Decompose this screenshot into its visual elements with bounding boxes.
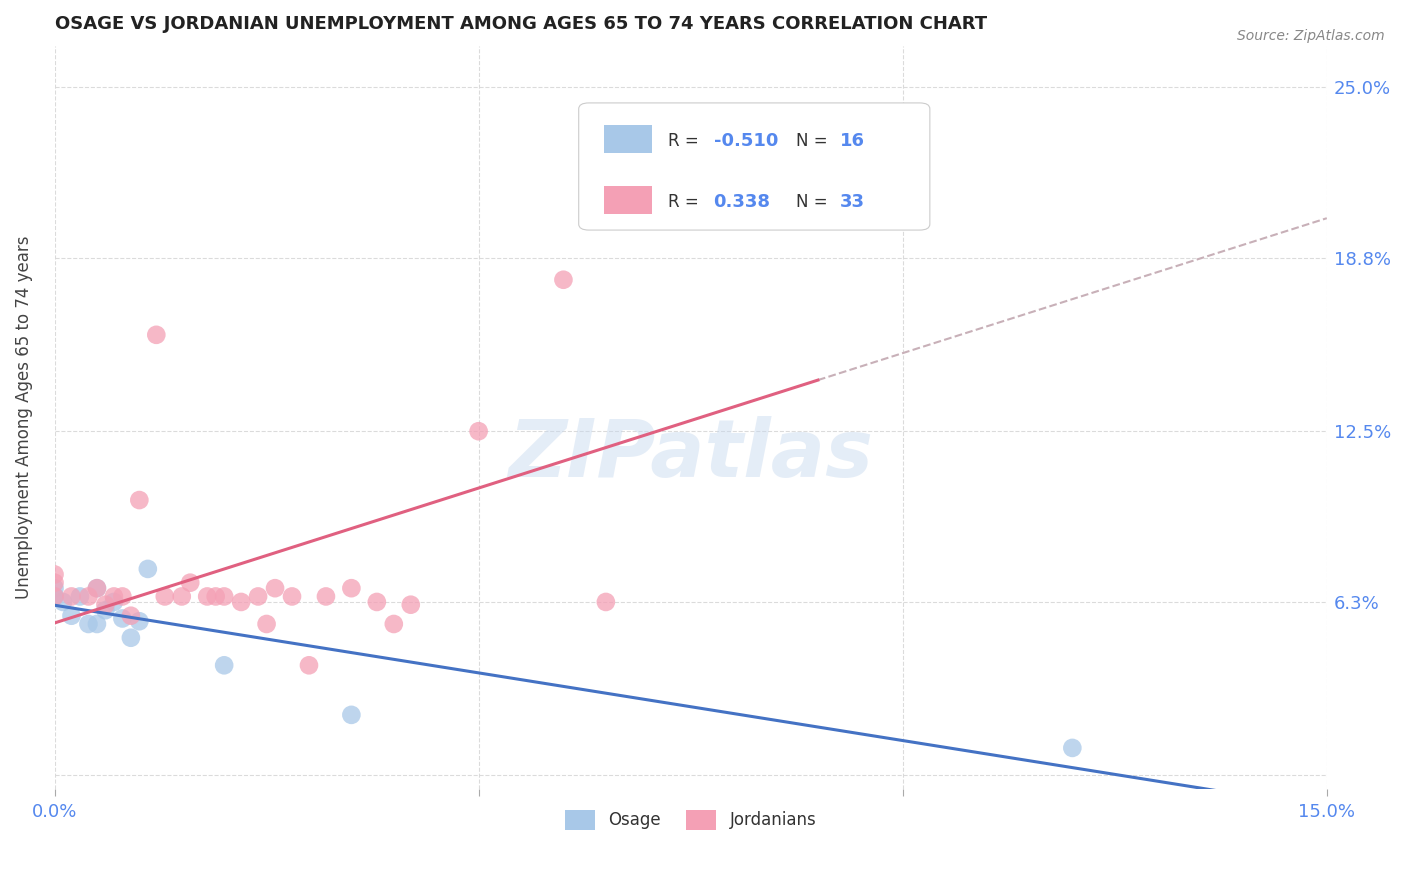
FancyBboxPatch shape (605, 125, 652, 153)
Point (595, 595, 617, 609)
Point (44, 567, 66, 582)
Text: N =: N = (796, 193, 834, 211)
Point (120, 608, 142, 623)
Point (153, 590, 176, 604)
Point (1062, 740, 1084, 755)
Text: N =: N = (796, 132, 834, 150)
Point (136, 562, 159, 576)
Point (204, 590, 226, 604)
Point (86, 581, 108, 595)
Text: Source: ZipAtlas.com: Source: ZipAtlas.com (1237, 29, 1385, 43)
Point (179, 575, 201, 590)
Point (195, 590, 218, 604)
Point (94, 603, 117, 617)
Point (111, 590, 134, 604)
Text: OSAGE VS JORDANIAN UNEMPLOYMENT AMONG AGES 65 TO 74 YEARS CORRELATION CHART: OSAGE VS JORDANIAN UNEMPLOYMENT AMONG AG… (55, 15, 987, 33)
FancyBboxPatch shape (579, 103, 929, 230)
Text: R =: R = (668, 193, 704, 211)
Text: 0.338: 0.338 (714, 193, 770, 211)
Text: R =: R = (668, 132, 704, 150)
Point (44, 575, 66, 590)
Point (145, 327, 167, 342)
Point (281, 590, 304, 604)
Point (170, 590, 193, 604)
Legend: Osage, Jordanians: Osage, Jordanians (558, 803, 823, 837)
Point (679, 162, 702, 177)
Point (103, 595, 125, 609)
Point (77, 590, 100, 604)
Point (340, 707, 363, 722)
Point (111, 611, 134, 625)
Point (86, 617, 108, 632)
Point (60, 590, 83, 604)
Y-axis label: Unemployment Among Ages 65 to 74 years: Unemployment Among Ages 65 to 74 years (15, 235, 32, 599)
Point (264, 581, 287, 595)
FancyBboxPatch shape (605, 186, 652, 214)
Point (128, 614, 150, 628)
Point (340, 581, 363, 595)
Point (298, 658, 321, 673)
Text: -0.510: -0.510 (714, 132, 778, 150)
Point (44, 590, 66, 604)
Point (86, 581, 108, 595)
Point (77, 617, 100, 632)
Point (256, 617, 278, 632)
Point (212, 590, 235, 604)
Point (315, 590, 337, 604)
Point (366, 595, 388, 609)
Point (128, 493, 150, 508)
Text: ZIPatlas: ZIPatlas (508, 416, 873, 493)
Point (382, 617, 405, 632)
Text: 16: 16 (839, 132, 865, 150)
Point (247, 590, 270, 604)
Point (120, 631, 142, 645)
Point (94, 598, 117, 612)
Point (44, 581, 66, 595)
Point (212, 658, 235, 673)
Point (229, 595, 252, 609)
Point (399, 598, 422, 612)
Point (103, 590, 125, 604)
Point (69, 590, 91, 604)
Text: 33: 33 (839, 193, 865, 211)
Point (553, 273, 575, 287)
Point (52, 595, 75, 609)
Point (467, 424, 489, 438)
Point (44, 590, 66, 604)
Point (60, 608, 83, 623)
